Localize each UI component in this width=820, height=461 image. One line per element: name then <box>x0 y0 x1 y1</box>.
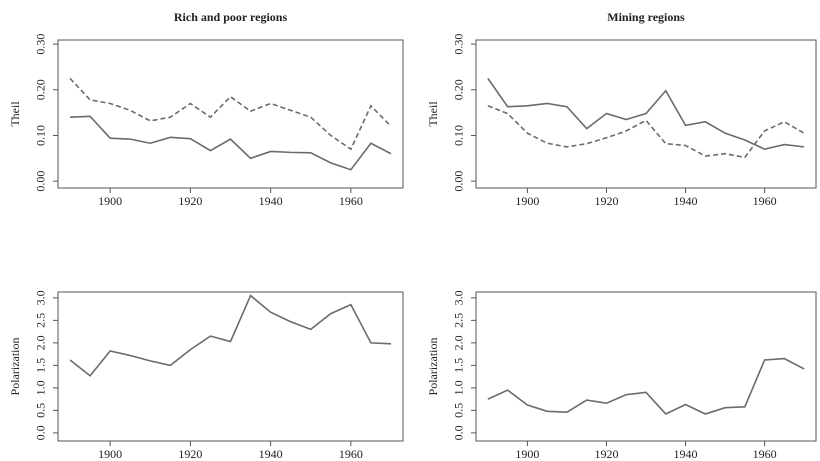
y-tick-label: 2.0 <box>34 335 48 350</box>
y-axis-label: Theil <box>8 101 22 127</box>
y-tick-label: 3.0 <box>34 290 48 305</box>
x-tick-label: 1960 <box>753 194 777 208</box>
y-tick-label: 0.00 <box>452 171 466 192</box>
y-tick-label: 0.00 <box>34 171 48 192</box>
series-line <box>487 105 805 159</box>
x-tick-label: 1920 <box>178 447 202 461</box>
x-tick-label: 1920 <box>594 447 618 461</box>
series-line <box>69 115 392 171</box>
x-tick-label: 1900 <box>98 194 122 208</box>
y-tick-label: 1.0 <box>452 380 466 395</box>
y-tick-label: 0.30 <box>34 34 48 55</box>
x-tick-label: 1940 <box>674 447 698 461</box>
y-tick-label: 1.5 <box>34 358 48 373</box>
x-tick-label: 1940 <box>259 194 283 208</box>
y-tick-label: 2.0 <box>452 335 466 350</box>
y-tick-label: 0.20 <box>34 79 48 100</box>
x-tick-label: 1920 <box>594 194 618 208</box>
x-tick-label: 1940 <box>674 194 698 208</box>
y-axis-label: Polarization <box>8 338 22 396</box>
x-tick-label: 1900 <box>515 194 539 208</box>
y-tick-label: 0.10 <box>452 125 466 146</box>
plot-frame <box>475 39 817 189</box>
y-tick-label: 1.5 <box>452 358 466 373</box>
chart-title: Rich and poor regions <box>174 10 288 24</box>
plot-frame <box>57 291 404 442</box>
x-tick-label: 1960 <box>753 447 777 461</box>
y-axis-label: Theil <box>426 101 440 127</box>
y-tick-label: 3.0 <box>452 290 466 305</box>
y-tick-label: 0.5 <box>452 403 466 418</box>
x-tick-label: 1960 <box>339 447 363 461</box>
series-line <box>69 77 392 151</box>
chart-title: Mining regions <box>607 10 685 24</box>
y-tick-label: 0.0 <box>452 425 466 440</box>
x-tick-label: 1900 <box>98 447 122 461</box>
series-line <box>487 77 805 151</box>
x-tick-label: 1940 <box>259 447 283 461</box>
x-tick-label: 1920 <box>178 194 202 208</box>
series-line <box>487 357 805 415</box>
y-tick-label: 1.0 <box>34 380 48 395</box>
y-tick-label: 2.5 <box>34 313 48 328</box>
plot-frame <box>475 291 817 442</box>
plot-frame <box>57 39 404 189</box>
y-tick-label: 0.10 <box>34 125 48 146</box>
y-tick-label: 2.5 <box>452 313 466 328</box>
y-tick-label: 0.20 <box>452 79 466 100</box>
y-tick-label: 0.0 <box>34 425 48 440</box>
y-tick-label: 0.5 <box>34 403 48 418</box>
series-line <box>69 294 392 377</box>
y-tick-label: 0.30 <box>452 34 466 55</box>
x-tick-label: 1900 <box>515 447 539 461</box>
x-tick-label: 1960 <box>339 194 363 208</box>
y-axis-label: Polarization <box>426 338 440 396</box>
